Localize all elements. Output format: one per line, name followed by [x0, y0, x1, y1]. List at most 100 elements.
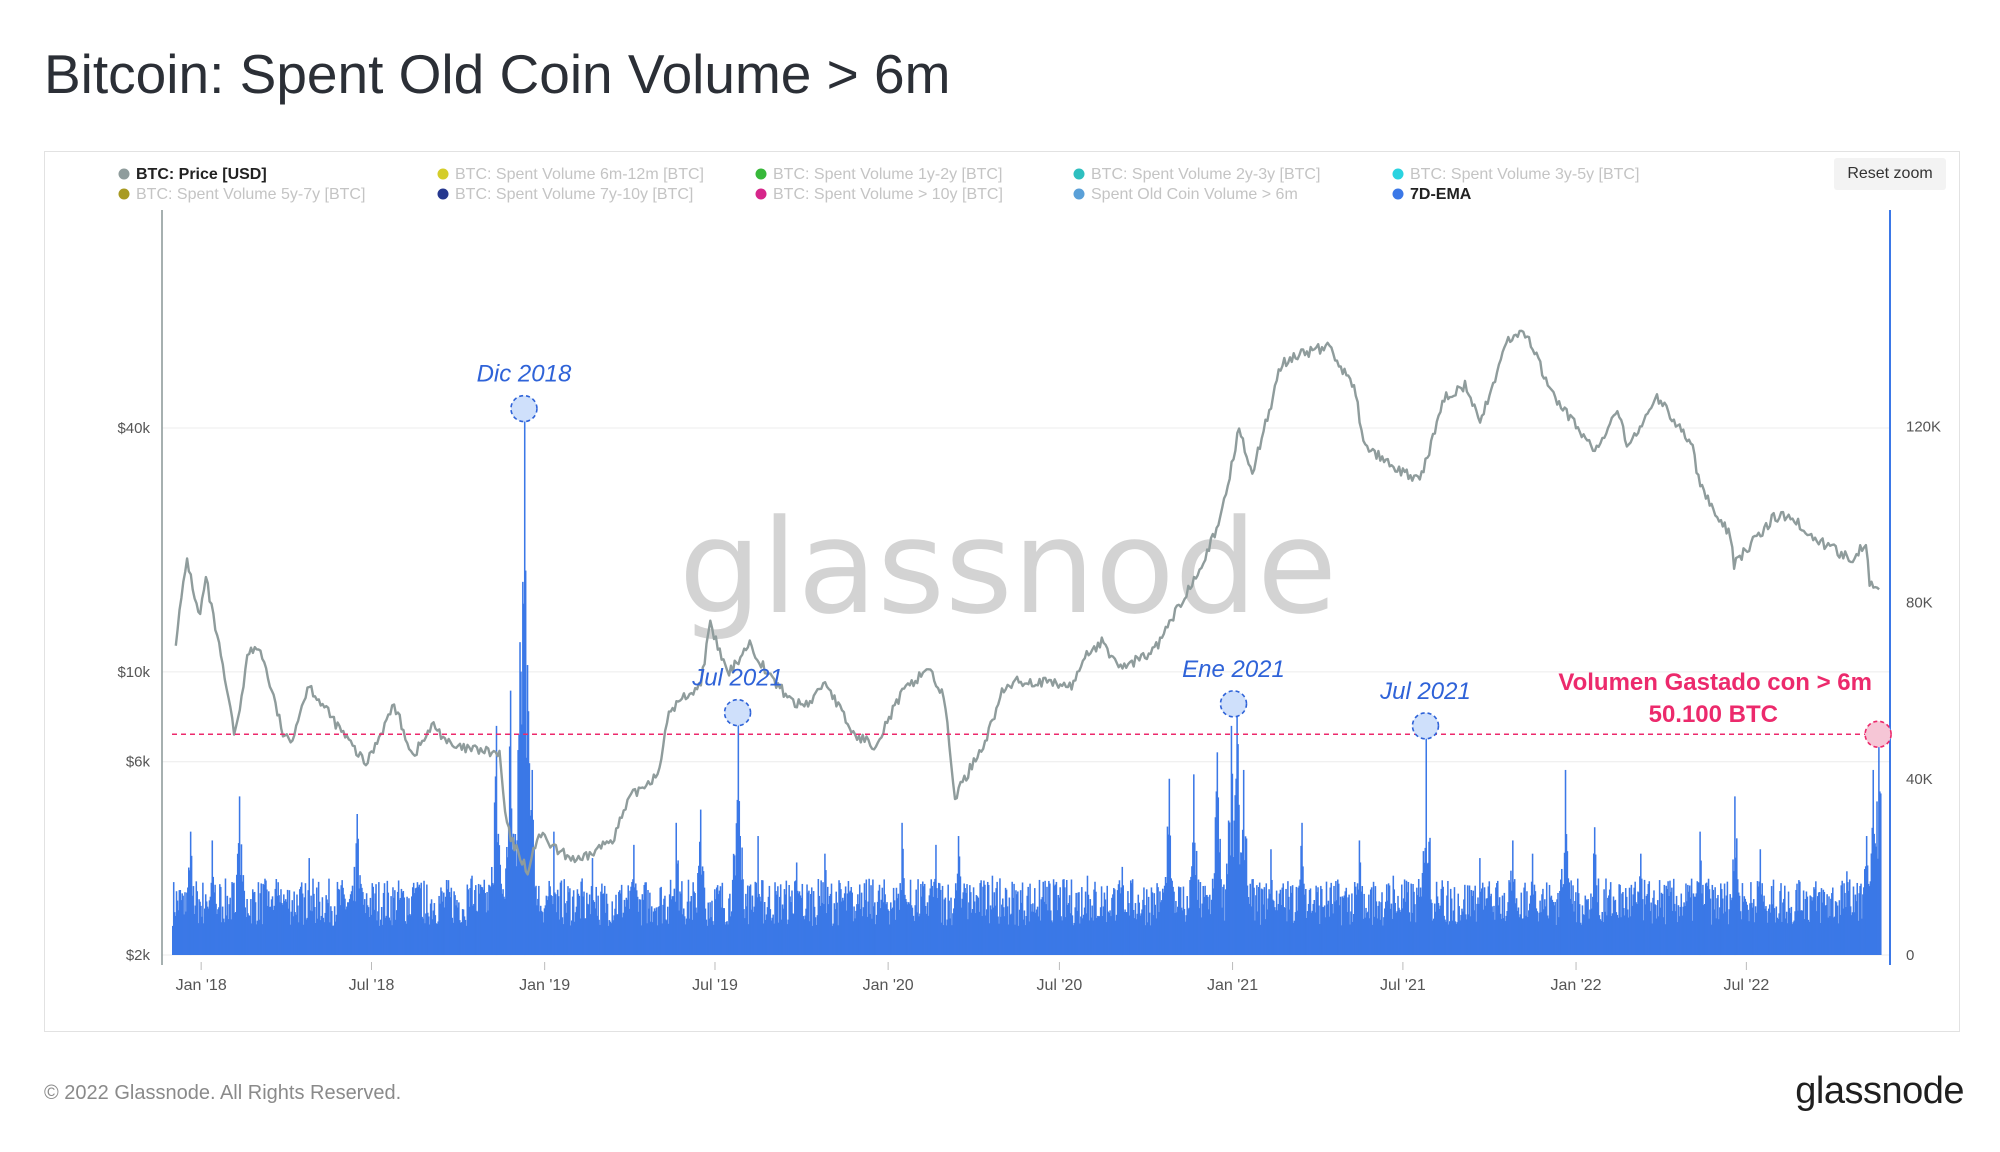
volume-bar	[1582, 914, 1585, 955]
volume-bar	[862, 907, 865, 955]
volume-bar	[204, 908, 206, 955]
legend-item[interactable]: BTC: Spent Volume 5y-7y [BTC]	[118, 186, 366, 203]
volume-bar	[1050, 910, 1052, 955]
volume-bar	[1451, 920, 1454, 955]
volume-bar	[301, 893, 304, 955]
volume-bar	[1313, 900, 1316, 955]
volume-bar	[1528, 903, 1531, 955]
volume-bar	[986, 909, 988, 955]
volume-bar	[1720, 883, 1722, 955]
volume-bar	[696, 912, 698, 955]
volume-bar	[558, 919, 561, 955]
volume-bar	[1317, 887, 1319, 955]
volume-bar	[1332, 913, 1334, 955]
volume-bar	[916, 912, 918, 955]
volume-bar	[284, 899, 287, 955]
volume-bar	[650, 906, 653, 955]
volume-bar	[516, 840, 518, 955]
volume-bar	[1046, 886, 1048, 955]
volume-bar	[504, 898, 506, 955]
volume-bar	[1013, 883, 1015, 955]
volume-bar	[622, 912, 625, 955]
volume-bar	[1784, 918, 1787, 955]
volume-bar	[909, 879, 912, 955]
volume-bar	[293, 891, 295, 955]
volume-bar	[225, 915, 228, 955]
volume-bar	[1072, 925, 1075, 955]
legend-item[interactable]: BTC: Price [USD]	[118, 166, 267, 183]
volume-bar	[195, 881, 198, 955]
volume-bar	[525, 757, 528, 955]
volume-bar	[1481, 888, 1483, 955]
volume-bar	[1369, 889, 1372, 955]
volume-bar	[1408, 912, 1411, 955]
volume-bar	[1507, 902, 1509, 955]
volume-bar	[1740, 919, 1743, 955]
volume-bar	[1398, 907, 1400, 955]
volume-bar	[1121, 866, 1124, 956]
volume-bar	[291, 900, 294, 955]
legend-item[interactable]: BTC: Spent Volume > 10y [BTC]	[755, 186, 1003, 203]
volume-bar	[1784, 885, 1786, 955]
volume-bar	[1217, 797, 1220, 955]
volume-bar	[1095, 891, 1097, 955]
legend-item[interactable]: BTC: Spent Volume 6m-12m [BTC]	[437, 166, 704, 183]
volume-bar	[1576, 922, 1578, 955]
volume-bar	[681, 881, 683, 955]
reset-zoom-button[interactable]: Reset zoom	[1834, 158, 1946, 190]
volume-bar	[1418, 896, 1421, 955]
volume-bar	[664, 895, 666, 955]
legend-item[interactable]: Spent Old Coin Volume > 6m	[1073, 186, 1298, 203]
legend-item[interactable]: BTC: Spent Volume 1y-2y [BTC]	[755, 166, 1003, 183]
volume-bar	[1627, 917, 1630, 955]
legend-item[interactable]: BTC: Spent Volume 7y-10y [BTC]	[437, 186, 694, 203]
volume-bar	[370, 914, 373, 955]
volume-bar	[289, 924, 292, 955]
volume-bar	[1640, 853, 1642, 955]
volume-bar	[575, 906, 578, 955]
volume-bar	[453, 891, 455, 955]
volume-bar	[250, 899, 252, 955]
volume-bar	[1867, 883, 1870, 955]
volume-bar	[1440, 888, 1443, 955]
volume-bar	[900, 890, 902, 955]
volume-bar	[1049, 883, 1051, 955]
legend-item[interactable]: BTC: Spent Volume 2y-3y [BTC]	[1073, 166, 1321, 183]
legend-swatch	[1073, 188, 1085, 200]
volume-bar	[1429, 837, 1431, 955]
volume-bar	[206, 906, 209, 955]
volume-bar	[501, 893, 503, 955]
volume-bar	[1814, 889, 1816, 955]
left-tick-label: $2k	[126, 947, 151, 964]
volume-bar	[1691, 920, 1694, 955]
volume-bar	[1029, 883, 1031, 955]
volume-bar	[1828, 896, 1830, 955]
volume-bar	[281, 902, 283, 955]
volume-bar	[1477, 897, 1479, 955]
volume-bar	[954, 898, 956, 955]
volume-bar	[483, 879, 486, 955]
volume-bar	[1803, 919, 1806, 955]
legend-item[interactable]: BTC: Spent Volume 3y-5y [BTC]	[1392, 166, 1640, 183]
volume-bar	[1636, 903, 1638, 955]
volume-bar	[1081, 918, 1084, 955]
volume-bar	[1386, 900, 1389, 955]
legend-swatch	[1392, 168, 1404, 180]
volume-bar	[735, 823, 738, 955]
volume-bar	[1502, 918, 1505, 955]
volume-bar	[1544, 899, 1546, 955]
volume-bar	[1808, 921, 1811, 955]
volume-bar	[1639, 876, 1641, 955]
volume-bar	[454, 895, 456, 955]
volume-bar	[1572, 885, 1574, 955]
volume-bar	[1768, 908, 1770, 955]
volume-bar	[507, 857, 509, 955]
volume-bar	[1160, 902, 1162, 955]
volume-bar	[1851, 912, 1854, 955]
volume-bar	[982, 886, 984, 955]
legend-item[interactable]: 7D-EMA	[1392, 186, 1472, 203]
volume-bar	[1802, 890, 1805, 955]
volume-bar	[1058, 897, 1061, 955]
volume-bar	[199, 901, 201, 955]
volume-bar	[362, 892, 364, 955]
